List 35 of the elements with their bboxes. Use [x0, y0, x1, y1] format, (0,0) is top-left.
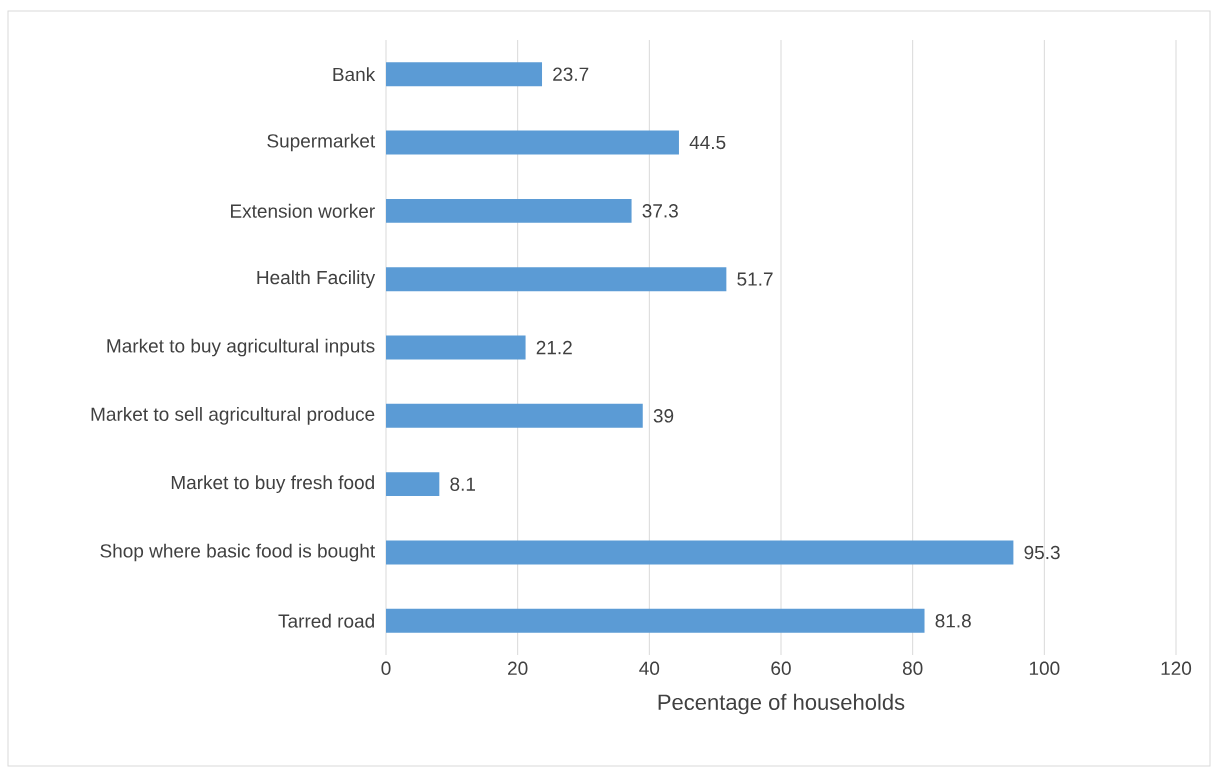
- x-tick-label: 80: [902, 661, 923, 675]
- bar: [386, 335, 526, 360]
- x-axis-title: Pecentage of households: [658, 693, 905, 715]
- x-tick-label: 0: [381, 661, 391, 675]
- bar: [386, 403, 643, 428]
- data-label: 44.5: [689, 135, 726, 150]
- bar: [386, 472, 440, 497]
- data-label: 8.1: [450, 477, 475, 491]
- bar: [386, 608, 925, 633]
- bar: [386, 198, 632, 223]
- x-tick-label: 120: [1161, 661, 1192, 675]
- y-tick-label: Market to buy agricultural inputs: [107, 338, 375, 357]
- y-tick-label: Shop where basic food is bought: [100, 543, 376, 562]
- bar: [386, 62, 543, 87]
- y-tick-label: Health Facility: [257, 270, 376, 289]
- y-tick-label: Tarred road: [278, 613, 374, 628]
- bar: [386, 130, 679, 155]
- data-label: 95.3: [1024, 545, 1060, 560]
- data-label: 51.7: [737, 272, 773, 286]
- bar: [386, 267, 727, 292]
- x-tick-label: 20: [508, 661, 528, 675]
- y-tick-label: Supermarket: [267, 133, 376, 152]
- y-tick-label: Bank: [333, 67, 376, 82]
- data-label: 21.2: [536, 340, 572, 355]
- data-label: 39: [653, 409, 674, 423]
- data-label: 23.7: [553, 67, 589, 81]
- x-tick-label: 40: [639, 661, 660, 675]
- bar: [386, 540, 1014, 565]
- data-label: 81.8: [935, 614, 971, 628]
- x-tick-label: 100: [1029, 661, 1060, 675]
- y-tick-label: Extension worker: [231, 203, 375, 218]
- x-tick-label: 60: [771, 661, 791, 675]
- y-tick-label: Market to sell agricultural produce: [91, 406, 375, 425]
- y-tick-label: Market to buy fresh food: [171, 475, 374, 494]
- data-label: 37.3: [642, 204, 678, 218]
